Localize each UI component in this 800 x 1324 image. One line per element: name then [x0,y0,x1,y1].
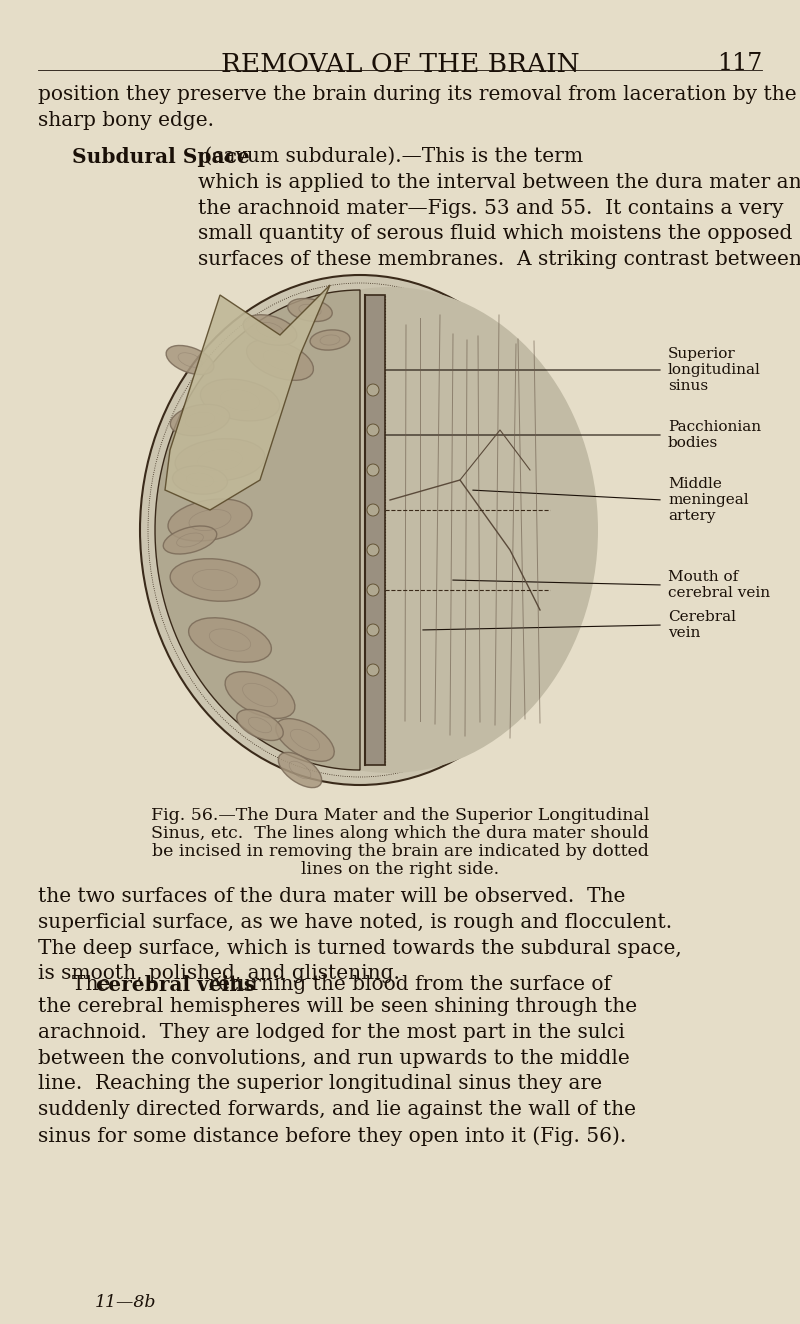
Ellipse shape [168,499,252,542]
Ellipse shape [225,671,295,719]
Ellipse shape [201,379,279,421]
Text: The: The [72,974,117,994]
Text: Sinus, etc.  The lines along which the dura mater should: Sinus, etc. The lines along which the du… [151,825,649,842]
Ellipse shape [367,665,379,677]
Ellipse shape [276,719,334,761]
Ellipse shape [140,275,580,785]
Ellipse shape [237,710,283,740]
Text: be incised in removing the brain are indicated by dotted: be incised in removing the brain are ind… [151,843,649,861]
Ellipse shape [170,404,230,436]
Ellipse shape [182,287,598,773]
Ellipse shape [310,330,350,350]
Text: position they preserve the brain during its removal from laceration by the
sharp: position they preserve the brain during … [38,85,797,130]
Ellipse shape [367,624,379,636]
Polygon shape [165,285,330,510]
Ellipse shape [367,584,379,596]
Text: 11—8b: 11—8b [95,1294,157,1311]
Ellipse shape [367,463,379,477]
Text: the cerebral hemispheres will be seen shining through the
arachnoid.  They are l: the cerebral hemispheres will be seen sh… [38,997,637,1145]
Text: Fig. 56.—The Dura Mater and the Superior Longitudinal: Fig. 56.—The Dura Mater and the Superior… [151,808,649,824]
Ellipse shape [367,424,379,436]
Text: returning the blood from the surface of: returning the blood from the surface of [202,974,611,994]
Ellipse shape [175,438,265,482]
Ellipse shape [367,384,379,396]
Text: REMOVAL OF THE BRAIN: REMOVAL OF THE BRAIN [221,52,579,77]
Text: lines on the right side.: lines on the right side. [301,861,499,878]
Ellipse shape [170,559,260,601]
Text: (cavum subdurale).—This is the term
which is applied to the interval between the: (cavum subdurale).—This is the term whic… [198,147,800,269]
Ellipse shape [189,618,271,662]
Ellipse shape [367,544,379,556]
Ellipse shape [166,346,214,375]
Text: cerebral veins: cerebral veins [96,974,256,996]
Polygon shape [155,290,360,771]
Ellipse shape [288,298,332,322]
Ellipse shape [278,752,322,788]
Text: Mouth of
cerebral vein: Mouth of cerebral vein [668,569,770,600]
Ellipse shape [246,340,314,380]
FancyBboxPatch shape [365,295,385,765]
Text: Cerebral
vein: Cerebral vein [668,610,736,639]
Text: the two surfaces of the dura mater will be observed.  The
superficial surface, a: the two surfaces of the dura mater will … [38,887,682,984]
Ellipse shape [163,526,217,553]
Text: Middle
meningeal
artery: Middle meningeal artery [668,477,749,523]
Ellipse shape [367,504,379,516]
Ellipse shape [173,466,227,494]
Text: Superior
longitudinal
sinus: Superior longitudinal sinus [668,347,761,393]
Text: Subdural Space: Subdural Space [72,147,250,167]
Text: Pacchionian
bodies: Pacchionian bodies [668,420,761,450]
Text: 117: 117 [717,52,762,75]
Ellipse shape [243,315,297,346]
